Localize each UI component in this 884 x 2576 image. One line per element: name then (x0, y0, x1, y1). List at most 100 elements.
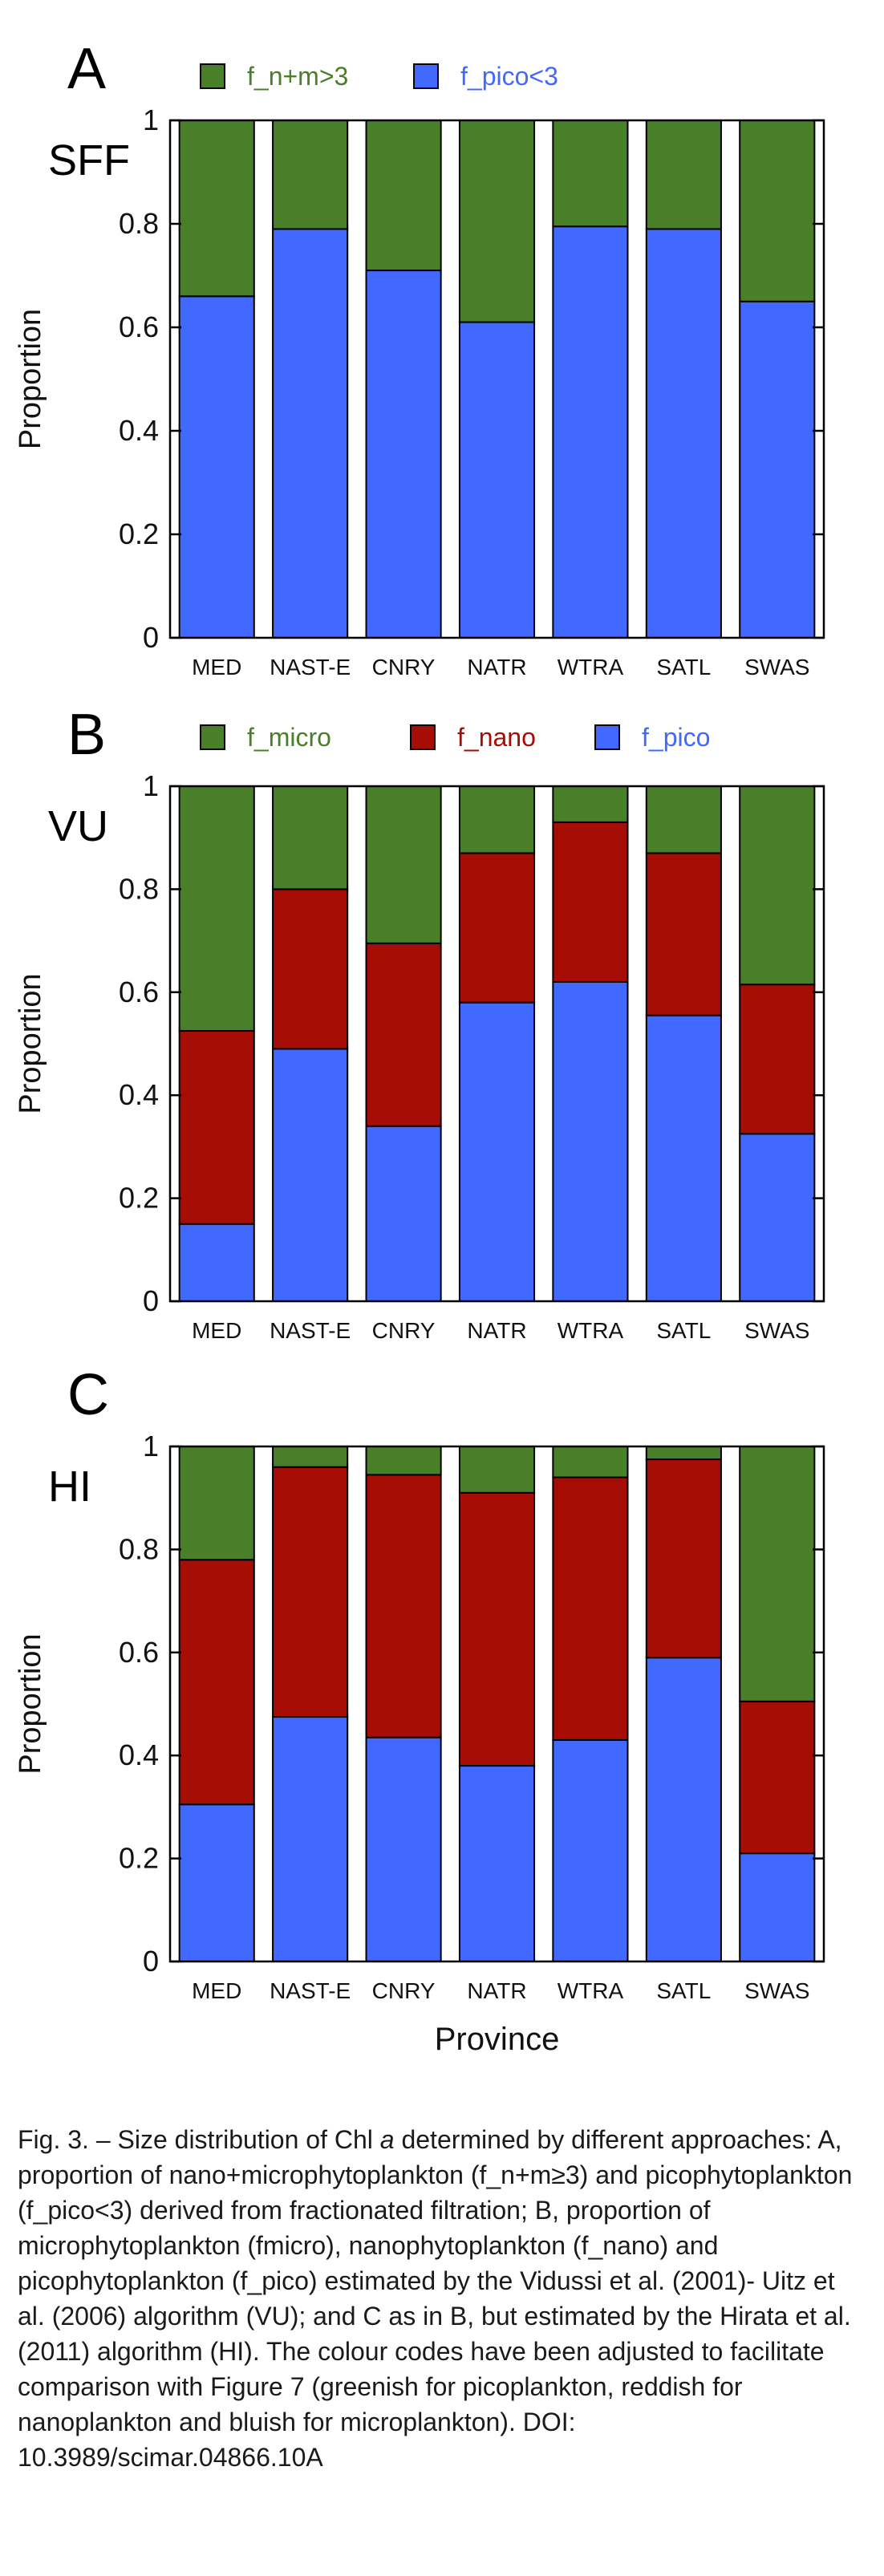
x-tick-label-wtra: WTRA (558, 655, 624, 679)
bar-pico-nast-e (272, 228, 349, 639)
x-tick-label-natr: NATR (467, 1318, 526, 1343)
bar-nano-satl (645, 1458, 722, 1659)
bar-micro-cnry (365, 785, 442, 944)
bar-micro-satl (645, 1446, 722, 1461)
method-label: VU (48, 802, 108, 850)
bar-pico-natr (458, 321, 536, 639)
figure-canvas: MED NAST-E CNRY NATR WTRA SATL SWAS 0 0.2 0.4 0.6 0… (14, 37, 825, 2057)
x-tick-label-satl: SATL (656, 1978, 711, 2003)
caption-italic: a (379, 2125, 395, 2154)
y-tick-label: 1 (143, 1430, 159, 1462)
caption-part1: Fig. 3. – Size distribution of Chl (18, 2125, 380, 2154)
bar-pico-cnry (365, 1125, 442, 1302)
bar-micro-med (178, 1446, 255, 1561)
x-tick-label-swas: SWAS (744, 655, 809, 679)
x-tick-label-natr: NATR (467, 655, 526, 679)
x-tick-label-wtra: WTRA (558, 1978, 624, 2003)
bar-nano-med (178, 1559, 255, 1806)
bar-pico-natr (458, 1001, 536, 1302)
y-axis-label: Proportion (14, 1633, 47, 1774)
bar-pico-satl (645, 1014, 722, 1302)
legend-swatch-pico (594, 724, 620, 750)
bar-pico-cnry (365, 1736, 442, 1962)
bar-micro-wtra (552, 785, 629, 823)
bar-pico-natr (458, 1765, 536, 1963)
y-tick-label: 0.4 (119, 1078, 159, 1111)
y-tick-label: 0.8 (119, 1532, 159, 1565)
bar-pico-wtra (552, 1738, 629, 1962)
bar-pico-wtra (552, 980, 629, 1302)
y-tick-label: 0.8 (119, 872, 159, 905)
plot-frame (168, 785, 825, 1303)
panel-letter: B (67, 703, 106, 767)
caption-part2: determined by different approaches: A, p… (18, 2125, 853, 2472)
plot-frame (168, 1445, 825, 1963)
bar-micro-natr (458, 1446, 536, 1494)
method-label: SFF (48, 136, 130, 185)
y-tick-label: 0 (143, 621, 159, 654)
bar-micro-med (178, 120, 255, 298)
bar-pico-nast-e (272, 1716, 349, 1963)
bar-nano-natr (458, 852, 536, 1004)
bar-micro-nast-e (272, 785, 349, 890)
legend-swatch-micro (200, 724, 225, 750)
y-tick-label: 0 (143, 1284, 159, 1317)
bar-pico-med (178, 1223, 255, 1302)
bar-micro-swas (739, 120, 816, 302)
y-tick-label: 0.8 (119, 207, 159, 240)
x-tick-label-cnry: CNRY (372, 655, 436, 679)
x-tick-label-satl: SATL (656, 655, 711, 679)
y-tick-label: 0.2 (119, 1842, 159, 1875)
x-tick-label-med: MED (192, 1978, 241, 2003)
legend-label-pico: f_pico (642, 723, 710, 752)
bar-pico-swas (739, 300, 816, 639)
bar-pico-satl (645, 228, 722, 639)
bar-nano-wtra (552, 821, 629, 983)
legend-label-pico: f_pico<3 (460, 62, 558, 91)
bar-micro-wtra (552, 1446, 629, 1479)
bar-nano-med (178, 1029, 255, 1225)
bar-nano-wtra (552, 1476, 629, 1741)
bar-micro-natr (458, 120, 536, 323)
legend-label-micro: f_n+m>3 (247, 62, 348, 91)
panel-letter: C (67, 1363, 109, 1427)
bar-pico-cnry (365, 270, 442, 639)
bar-pico-satl (645, 1657, 722, 1962)
plot-frame (168, 119, 825, 639)
bar-nano-cnry (365, 942, 442, 1127)
x-tick-label-med: MED (192, 1318, 241, 1343)
bar-nano-swas (739, 984, 816, 1135)
legend-label-nano: f_nano (457, 723, 536, 752)
y-tick-label: 0 (143, 1945, 159, 1978)
y-tick-label: 1 (143, 769, 159, 802)
bar-nano-swas (739, 1700, 816, 1855)
panel-letter: A (67, 37, 106, 101)
bar-pico-med (178, 295, 255, 639)
bar-micro-nast-e (272, 120, 349, 230)
bar-pico-med (178, 1803, 255, 1962)
bar-micro-satl (645, 120, 722, 230)
y-axis-label: Proportion (14, 973, 47, 1114)
x-tick-label-swas: SWAS (744, 1978, 809, 2003)
bar-nano-nast-e (272, 1466, 349, 1718)
legend-swatch-nano (410, 724, 436, 750)
y-tick-label: 0.2 (119, 517, 159, 550)
x-tick-label-wtra: WTRA (558, 1318, 624, 1343)
y-tick-label: 1 (143, 103, 159, 136)
x-tick-label-cnry: CNRY (372, 1318, 436, 1343)
bar-micro-nast-e (272, 1446, 349, 1468)
bar-micro-swas (739, 1446, 816, 1702)
bar-nano-cnry (365, 1474, 442, 1738)
x-tick-label-satl: SATL (656, 1318, 711, 1343)
bar-micro-satl (645, 785, 722, 854)
x-tick-label-nast-e: NAST-E (270, 655, 351, 679)
y-tick-label: 0.6 (119, 1636, 159, 1669)
x-axis-label: Province (435, 2022, 560, 2057)
bar-micro-natr (458, 785, 536, 854)
y-tick-label: 0.2 (119, 1182, 159, 1215)
bar-micro-cnry (365, 1446, 442, 1476)
bar-nano-natr (458, 1491, 536, 1767)
bar-micro-wtra (552, 120, 629, 228)
bar-pico-wtra (552, 225, 629, 639)
y-tick-label: 0.4 (119, 1738, 159, 1771)
